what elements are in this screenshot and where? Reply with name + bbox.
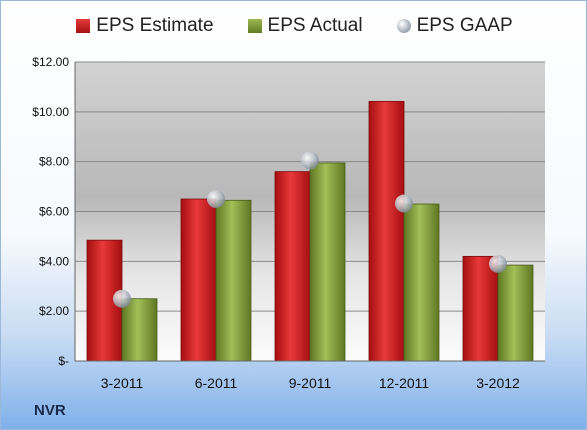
y-tick-label: $10.00 (32, 105, 69, 119)
bar-eps-estimate (180, 198, 217, 362)
legend-item-actual: EPS Actual (247, 15, 363, 37)
marker-eps-gaap (395, 194, 413, 213)
y-axis: $- $2.00 $4.00 $6.00 $8.00 $10.00 $12.00 (32, 55, 76, 368)
y-tick-label: $- (58, 354, 69, 368)
bar-eps-actual (403, 203, 440, 362)
bars (86, 100, 534, 362)
bar-eps-actual (309, 162, 346, 362)
x-tick-label: 3-2011 (101, 375, 144, 391)
y-tick-label: $2.00 (39, 304, 69, 318)
ticker-label: NVR (34, 402, 66, 419)
legend: EPS Estimate EPS Actual EPS GAAP (1, 15, 586, 37)
x-tick-label: 3-2012 (476, 375, 520, 391)
bar-eps-actual (215, 199, 252, 362)
legend-label-gaap: EPS GAAP (416, 15, 513, 36)
y-tick-label: $4.00 (39, 254, 69, 268)
y-tick-label: $12.00 (32, 55, 69, 69)
y-tick-label: $6.00 (39, 205, 69, 219)
legend-item-estimate: EPS Estimate (76, 15, 214, 37)
gaap-markers (113, 151, 507, 308)
bar-eps-actual (121, 298, 158, 362)
bar-eps-actual (497, 264, 534, 362)
bar-eps-estimate (274, 171, 311, 362)
x-tick-label: 6-2011 (195, 375, 238, 391)
x-tick-label: 9-2011 (289, 375, 332, 391)
bar-eps-estimate (462, 255, 499, 362)
x-tick-label: 12-2011 (379, 375, 430, 391)
legend-item-gaap: EPS GAAP (396, 15, 513, 37)
legend-swatch-estimate (76, 19, 91, 33)
bar-eps-estimate (368, 100, 405, 362)
marker-eps-gaap (113, 289, 131, 308)
legend-swatch-gaap (396, 19, 411, 33)
legend-label-actual: EPS Actual (267, 15, 363, 36)
marker-eps-gaap (489, 254, 507, 273)
marker-eps-gaap (301, 151, 319, 170)
x-axis: 3-2011 6-2011 9-2011 12-2011 3-2012 (75, 360, 545, 391)
marker-eps-gaap (207, 190, 225, 209)
legend-swatch-actual (247, 19, 262, 33)
legend-label-estimate: EPS Estimate (96, 15, 214, 36)
y-tick-label: $8.00 (39, 155, 69, 169)
